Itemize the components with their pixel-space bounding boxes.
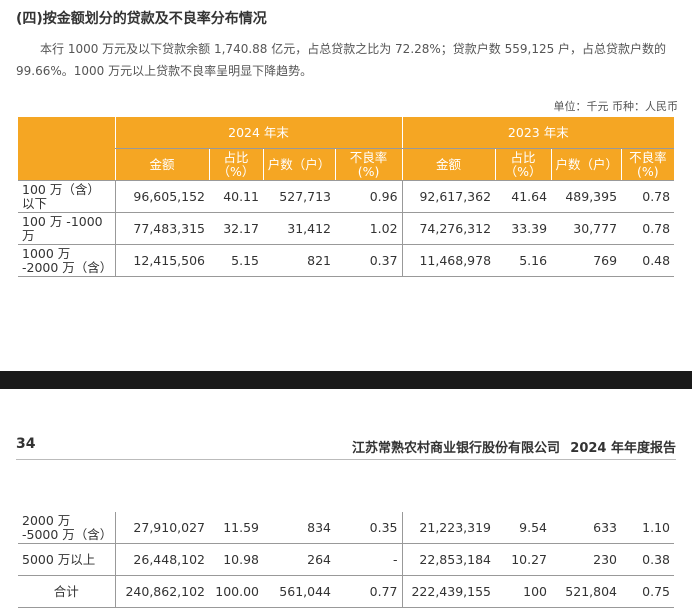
table-cell: 0.48 xyxy=(621,244,675,277)
header-amount: 金额 xyxy=(401,148,496,181)
table-cell: 821 xyxy=(263,244,335,277)
header-npl: 不良率 (%) xyxy=(620,148,675,181)
table-cell: 1.02 xyxy=(335,212,403,245)
table-cell: 9.54 xyxy=(495,512,551,544)
header-year-2024: 2024 年末 xyxy=(114,117,403,149)
table-cell: 527,713 xyxy=(263,180,335,213)
header-share: 占比（%） xyxy=(494,148,552,181)
table-row: 1000 万 -2000 万（含） 12,415,506 5.15 821 0.37 11… xyxy=(18,244,675,277)
table-cell: 31,412 xyxy=(263,212,335,245)
table-cell: 769 xyxy=(551,244,622,277)
table-cell: 230 xyxy=(551,543,621,576)
table-cell: 40.11 xyxy=(209,180,263,213)
table-cell: 92,617,362 xyxy=(402,180,496,213)
row-label: 5000 万以上 xyxy=(18,543,116,576)
header-households: 户数（户） xyxy=(550,148,622,181)
row-label: 1000 万 -2000 万（含） xyxy=(18,244,116,277)
table-cell: 10.98 xyxy=(209,543,263,576)
table-row: 100 万（含）以下 96,605,152 40.11 527,713 0.96 92,6… xyxy=(18,180,675,213)
table-cell: 100.00 xyxy=(209,575,263,608)
table-row: 5000 万以上 26,448,102 10.98 264-22,853,184 10.… xyxy=(18,543,674,576)
table-cell: 11.59 xyxy=(209,512,263,544)
table-cell: 74,276,312 xyxy=(402,212,496,245)
table-cell: 10.27 xyxy=(495,543,551,576)
table-cell: 100 xyxy=(495,575,551,608)
table-cell: 222,439,155 xyxy=(402,575,495,608)
table-cell: 0.37 xyxy=(335,244,403,277)
header-households: 户数（户） xyxy=(262,148,335,181)
header-share: 占比（%） xyxy=(208,148,263,181)
table-cell: 30,777 xyxy=(551,212,622,245)
header-blank xyxy=(18,117,115,181)
page-footer: 34 江苏常熟农村商业银行股份有限公司 2024 年年度报告 xyxy=(0,436,692,456)
report-name: 2024 年年度报告 xyxy=(570,441,676,456)
table-cell: 489,395 xyxy=(551,180,622,213)
table-cell: 633 xyxy=(551,512,621,544)
table-cell: 77,483,315 xyxy=(115,212,209,245)
table-cell: 12,415,506 xyxy=(115,244,209,277)
section-title: (四)按金额划分的贷款及不良率分布情况 xyxy=(16,11,267,27)
table-cell: 834 xyxy=(263,512,335,544)
table-cell: 41.64 xyxy=(495,180,552,213)
header-row-years: 2024 年末 2023 年末 xyxy=(18,117,675,181)
table-cell: 26,448,102 xyxy=(115,543,209,576)
loan-distribution-table-top: 2024 年末 2023 年末 金额 占比（%） 户数（户） 不良率 (%) 金… xyxy=(18,117,675,277)
row-label: 100 万 -1000 万 xyxy=(18,212,116,245)
table-cell: 0.78 xyxy=(621,180,675,213)
table-cell: 240,862,102 xyxy=(115,575,209,608)
row-label: 100 万（含）以下 xyxy=(18,180,116,213)
table-cell: 1.10 xyxy=(621,512,674,544)
header-amount: 金额 xyxy=(114,148,209,181)
table-row: 2000 万 -5000 万（含） 27,910,027 11.59 834 0.35 2… xyxy=(18,512,674,544)
header-npl: 不良率 (%) xyxy=(334,148,403,181)
page-number: 34 xyxy=(16,436,36,452)
section-paragraph: 本行 1000 万元及以下贷款余额 1,740.88 亿元，占总贷款之比为 72… xyxy=(16,42,667,78)
footer-divider xyxy=(16,459,676,460)
bank-name: 江苏常熟农村商业银行股份有限公司 xyxy=(351,441,560,456)
row-label: 合计 xyxy=(18,575,116,608)
table-cell: 0.38 xyxy=(621,543,674,576)
header-year-2023: 2023 年末 xyxy=(401,117,675,149)
table-cell: 0.77 xyxy=(335,575,403,608)
table-row: 100 万 -1000 万 77,483,315 32.17 31,412 1.02 74… xyxy=(18,212,675,245)
table-cell: 27,910,027 xyxy=(115,512,209,544)
table-cell: 0.78 xyxy=(621,212,675,245)
table-cell: 0.75 xyxy=(621,575,674,608)
table-cell: 5.15 xyxy=(209,244,263,277)
loan-distribution-table-bottom: 2000 万 -5000 万（含） 27,910,027 11.59 834 0.35 2… xyxy=(18,512,674,608)
table-cell: 0.35 xyxy=(335,512,403,544)
table-cell: 33.39 xyxy=(495,212,552,245)
table-cell: 11,468,978 xyxy=(402,244,496,277)
page-break-band xyxy=(0,371,692,389)
table-cell: 5.16 xyxy=(495,244,552,277)
table-cell: 0.96 xyxy=(335,180,403,213)
table-cell: 561,044 xyxy=(263,575,335,608)
table-cell: 21,223,319 xyxy=(402,512,495,544)
table-row: 合计 240,862,102 100.00 561,044 0.77 222,439,15… xyxy=(18,575,674,608)
table-cell: 521,804 xyxy=(551,575,621,608)
table-cell: 32.17 xyxy=(209,212,263,245)
table-cell: 96,605,152 xyxy=(115,180,209,213)
table-cell: 22,853,184 xyxy=(402,543,495,576)
row-label: 2000 万 -5000 万（含） xyxy=(18,512,116,544)
table-cell: - xyxy=(335,543,403,576)
table-cell: 264 xyxy=(263,543,335,576)
unit-note: 单位：千元 币种：人民币 xyxy=(553,100,679,113)
header-row-columns: 金额 占比（%） 户数（户） 不良率 (%) 金额 占比（%） 户数（户） 不良… xyxy=(18,148,675,181)
